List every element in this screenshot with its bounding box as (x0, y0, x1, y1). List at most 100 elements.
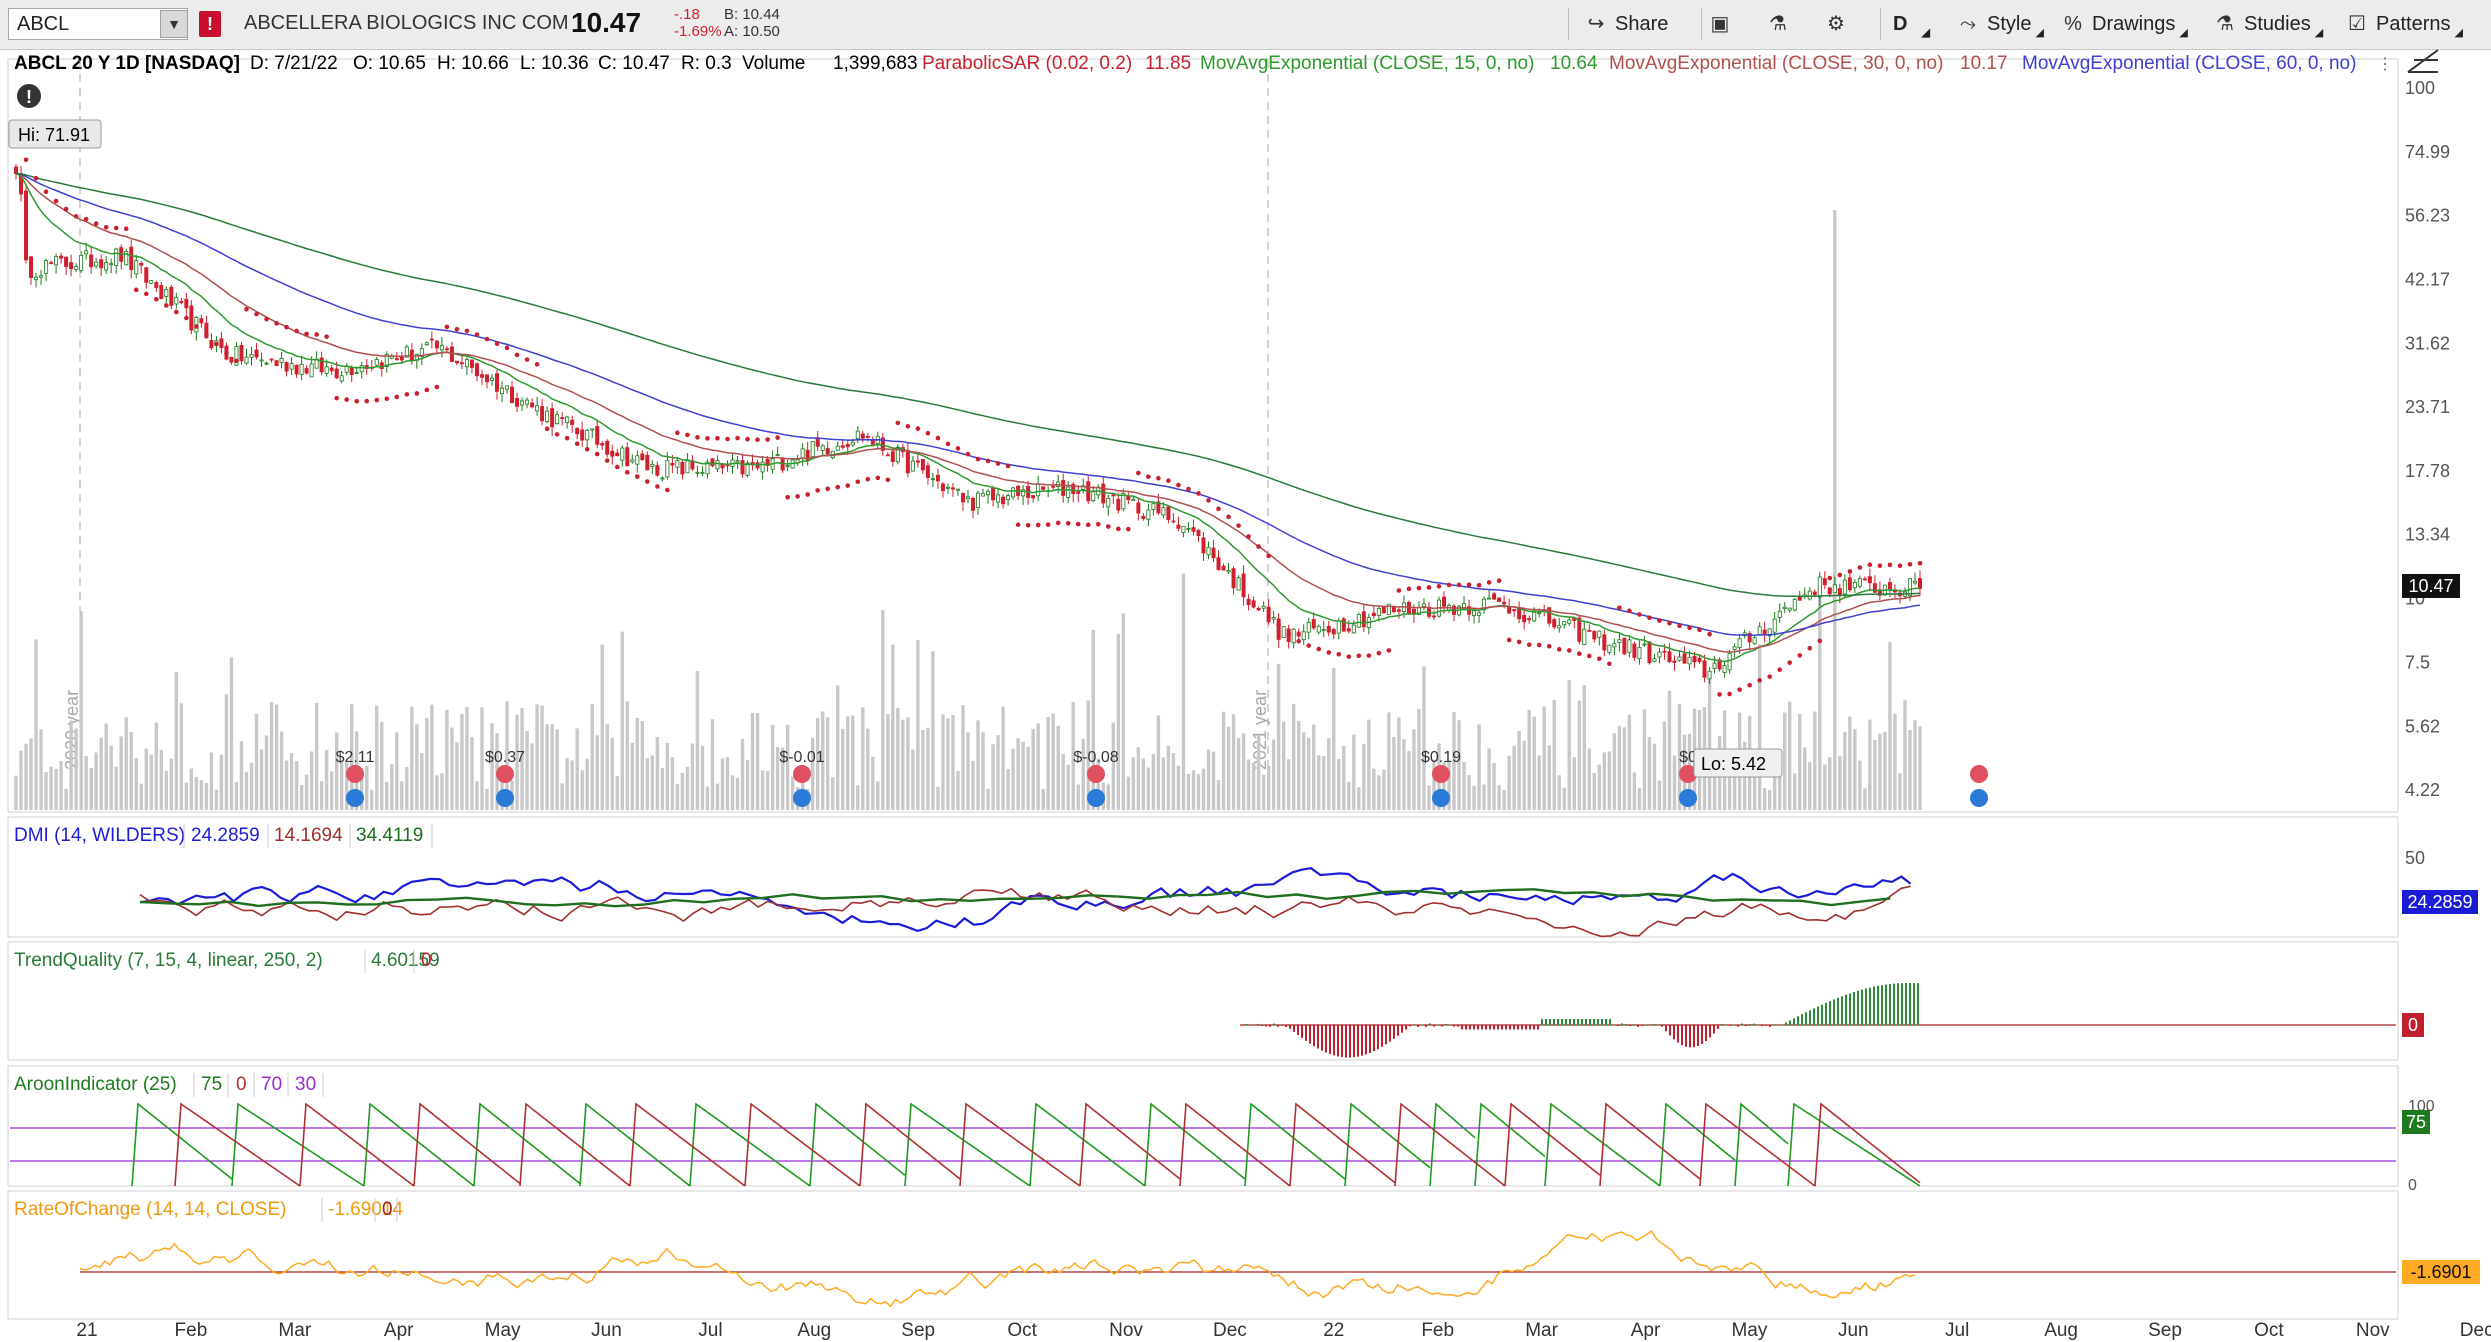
candle-body (945, 486, 950, 489)
candle-body (850, 441, 855, 446)
aroon-panel[interactable] (7, 1065, 2399, 1187)
studies-button[interactable]: ⚗ Studies ◢ (2212, 8, 2323, 40)
psar-dot (1025, 523, 1031, 528)
volume-bar (169, 758, 174, 810)
volume-bar (1031, 728, 1035, 810)
volume-bar (1307, 737, 1311, 810)
patterns-button[interactable]: ☑ Patterns ◢ (2344, 8, 2463, 40)
volume-bar (415, 724, 419, 810)
drawings-button[interactable]: % Drawings ◢ (2060, 8, 2188, 40)
candle-body (469, 359, 474, 368)
volume-label: Volume (742, 53, 805, 74)
price-panel[interactable] (7, 58, 2399, 813)
tq-bar (1481, 1025, 1483, 1030)
aggregation-button[interactable]: D ◢ (1893, 8, 1930, 40)
volume-bar (705, 786, 710, 810)
collapse-icon[interactable] (2407, 49, 2439, 73)
tq-bar (1829, 1001, 1831, 1026)
time-tick-label: May (485, 1320, 521, 1341)
psar-dot (434, 384, 440, 390)
psar-dot (1617, 605, 1622, 611)
dividend-icon (1679, 789, 1697, 807)
volume-bar (1642, 709, 1647, 810)
messages-button[interactable]: ▣ (1707, 8, 1739, 40)
candle-body (1251, 600, 1256, 608)
alert-icon[interactable]: ! (199, 11, 221, 37)
volume-bar (1828, 757, 1832, 810)
candle-body (384, 353, 389, 367)
chart-area[interactable]: ABCL 20 Y 1D [NASDAQ] D: 7/21/22 O: 10.6… (0, 49, 2491, 1342)
volume-bar (209, 752, 214, 810)
warning-icon[interactable]: ! (17, 84, 41, 108)
volume-bar (1196, 774, 1201, 810)
psar-dot (1075, 521, 1081, 527)
symbol-dropdown-icon[interactable]: ▼ (160, 10, 188, 38)
tq-bar (1617, 1025, 1619, 1026)
psar-dot (1827, 575, 1833, 581)
candle-body (1431, 615, 1436, 618)
volume-bar (149, 754, 153, 810)
candle-body (540, 406, 545, 422)
candle-body (630, 459, 635, 463)
psar-dot (695, 435, 700, 440)
toolbar-divider (1880, 8, 1881, 40)
flask-button[interactable]: ⚗ (1765, 8, 1797, 40)
dmi-panel[interactable] (7, 816, 2399, 938)
volume-bar (1843, 731, 1847, 810)
volume-bar (881, 610, 885, 810)
earnings-label: $0.37 (485, 749, 525, 766)
volume-bar (139, 783, 143, 810)
candle-body (1777, 610, 1782, 618)
time-tick-label: Nov (1109, 1320, 1143, 1341)
style-button[interactable]: ⤳ Style ◢ (1955, 8, 2044, 40)
candle-body (449, 346, 454, 362)
candle-body (179, 301, 184, 304)
volume-bar (1186, 773, 1191, 810)
time-axis: 21 Feb Mar Apr May Jun Jul Aug Sep Oct Nov Dec 22 Feb… (76, 1320, 2491, 1341)
volume-bar (886, 714, 890, 810)
candle-body (825, 448, 830, 455)
candle-body (1857, 578, 1862, 587)
psar-dot (1326, 650, 1332, 655)
share-button[interactable]: ↪ Share (1583, 8, 1669, 40)
roc-panel[interactable] (7, 1190, 2399, 1320)
volume-bar (1527, 709, 1531, 810)
ema60-label: MovAvgExponential (CLOSE, 60, 0, no) (2022, 53, 2356, 74)
candle-body (1632, 643, 1637, 658)
volume-bar (24, 743, 28, 810)
psar-dot (1787, 660, 1793, 665)
psar-dot (614, 464, 620, 470)
volume-bar (1367, 719, 1371, 810)
tq-bar (1805, 1012, 1807, 1026)
candle-body (1021, 489, 1026, 497)
volume-bar (1226, 726, 1231, 810)
volume-bar (1853, 729, 1857, 810)
settings-button[interactable]: ⚙ (1823, 8, 1855, 40)
tq-bar (1521, 1025, 1523, 1030)
psar-dot (735, 435, 740, 441)
volume-bar (645, 758, 650, 810)
header-overflow-dots[interactable]: ⋮ (2377, 56, 2393, 73)
gear-icon: ⚙ (1827, 13, 1845, 35)
aroon-up-value: 75 (201, 1074, 222, 1095)
tq-bar (1869, 987, 1871, 1026)
volume-bar (1647, 737, 1652, 810)
tq-bar (1841, 996, 1843, 1026)
volume-bar (1818, 582, 1822, 810)
tq-bar (1633, 1024, 1635, 1026)
candle-body (1772, 618, 1777, 633)
trend-quality-histogram (1240, 983, 2396, 1058)
candle-body (1707, 670, 1712, 680)
candle-body (1186, 528, 1191, 530)
volume-bar (640, 721, 645, 810)
trend-quality-title: TrendQuality (7, 15, 4, linear, 250, 2) (14, 950, 323, 971)
candle-body (429, 338, 434, 341)
volume-bar (1757, 644, 1762, 810)
ema30-value: 10.17 (1960, 53, 2008, 74)
candle-body (1031, 495, 1036, 499)
volume-bar (1727, 766, 1732, 810)
symbol-input[interactable]: ABCL (8, 8, 188, 40)
volume-bar (455, 742, 459, 810)
trend-quality-panel[interactable] (7, 941, 2399, 1061)
share-icon: ↪ (1587, 13, 1605, 35)
